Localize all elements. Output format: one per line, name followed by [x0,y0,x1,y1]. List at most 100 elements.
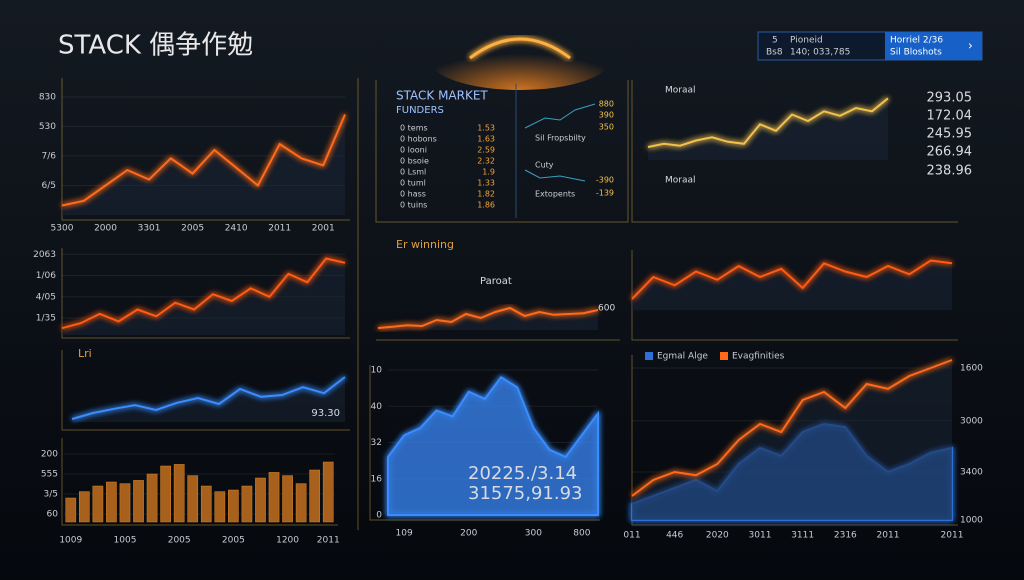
row-label: 0 bsoie [400,157,429,166]
bar [146,473,158,523]
bar [65,497,77,523]
annotation: 245.95 [927,127,973,142]
line [631,259,953,300]
line [647,97,889,148]
x-tick-label: 2011 [268,224,291,234]
line [61,257,346,330]
panel-title: STACK MARKET [396,89,488,103]
area-shade [62,258,345,335]
row-value: 1.53 [477,124,495,133]
x-tick-label: 300 [525,529,542,539]
x-tick-label: 1009 [59,536,82,546]
bar [295,483,307,523]
annotation: 93.30 [311,408,340,419]
x-tick-label: 2011 [941,531,964,541]
bar [228,489,239,523]
area-shade [62,114,345,215]
annotation: 266.94 [927,145,973,160]
legend-label: Egmal Alge [657,352,708,362]
x-tick-label: 2005 [168,536,191,546]
y-tick-label: 2063 [33,250,56,260]
y-tick-label: 200 [41,450,58,460]
annotation: 293.05 [927,91,973,106]
y-tick-label: 32 [371,438,382,448]
y-tick-label: 3000 [960,416,983,426]
info-text: 140; 033,785 [790,48,850,58]
bar [322,461,334,523]
y-tick-label: 1/35 [36,314,56,324]
info-arrow[interactable]: › [968,39,973,53]
row-label: 0 hass [400,190,426,199]
row-label: 0 looni [400,146,427,155]
area-shade [72,377,345,422]
x-tick-label: 446 [666,531,683,541]
y-tick-label: 7/6 [42,151,57,161]
bar [282,475,293,523]
figure: 390 [599,111,614,120]
row-value: 1.82 [477,190,495,199]
x-tick-label: 2005 [181,224,204,234]
annotation: Moraal [665,86,696,96]
panel-subtitle: FUNDERS [396,105,444,116]
y-tick-label: 40 [371,402,383,412]
line [61,114,346,207]
x-tick-label: 3011 [749,531,772,541]
x-tick-label: 2005 [222,536,245,546]
x-tick-label: 2020 [706,531,729,541]
bar [214,491,226,523]
figure: 880 [599,100,614,109]
area-shade [648,98,888,160]
bar [173,464,185,523]
y-tick-label: 60 [47,510,59,520]
row-value: 2.32 [477,157,495,166]
y-tick-label: 555 [41,470,58,480]
chart: 1/35 4/05 1/06 2063 [33,250,346,335]
row-label: 0 tuins [400,201,427,210]
bar [119,483,131,523]
annotation: Moraal [665,176,696,186]
chart-title: Er winning [396,238,454,251]
annotation: 600 [598,304,615,314]
row-value: 1.9 [482,168,495,177]
chart: 60 3/5 555 200 1009 1005 2005 2005 1200 2011 [41,450,340,546]
note: Extopents [535,190,575,199]
chart [631,259,953,310]
bar [255,477,266,523]
y-tick-label: 6/5 [42,181,56,191]
area [387,375,599,516]
note: Sil Fropsbilty [535,134,586,143]
x-tick-label: 200 [460,529,477,539]
bar [187,475,199,523]
annotation: 20225./3.14 [468,463,577,484]
chart: 1000 3400 3000 1600 011 446 2020 3011 3111 2316 20… [623,352,983,541]
bar [309,469,321,523]
chart: 0 16 32 40 10 109 200 300 800 20225./3.1431575,91… [371,366,599,539]
x-tick-label: 2001 [312,224,335,234]
row-value: 1.86 [477,201,495,210]
bar [200,485,212,523]
line [377,306,599,329]
note: Cuty [535,161,554,170]
chart: 6/5 7/6 530 830 5300 2000 3301 2005 2410 2011 2001 [39,92,346,234]
x-tick-label: 5300 [51,224,74,234]
row-label: 0 tuml [400,179,426,188]
mini-line [524,169,586,182]
figure: -139 [596,189,614,198]
row-value: 2.59 [477,146,495,155]
y-tick-label: 10 [371,366,383,376]
panel-frames [61,78,958,530]
chart: Lri 93.30 [71,347,346,422]
x-tick-label: 2316 [834,531,857,541]
x-tick-label: 2000 [94,224,117,234]
bar [133,480,144,523]
annotation: 238.96 [927,164,973,179]
info-text: Sil Bloshots [890,48,942,58]
bar [268,472,280,523]
info-text: 5 [772,36,778,46]
glow [430,30,610,90]
sun-arc [469,37,571,60]
row-value: 1.63 [477,135,495,144]
bar [92,485,104,523]
chart: Er winning Paroat 600 [377,238,615,330]
